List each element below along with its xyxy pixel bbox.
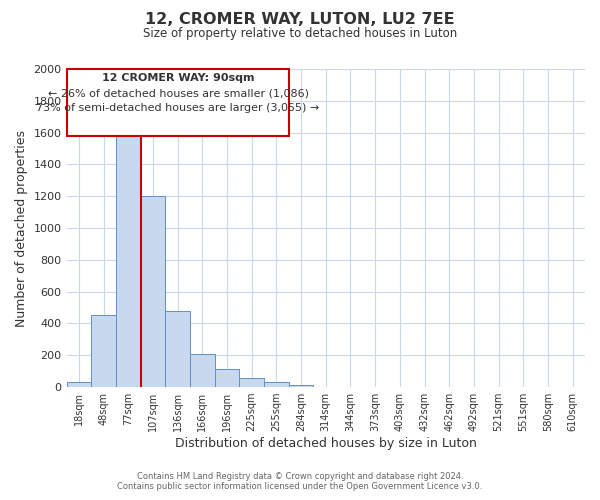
Bar: [165, 310, 190, 387]
Bar: [239, 378, 264, 387]
Bar: [289, 386, 313, 387]
Text: Size of property relative to detached houses in Luton: Size of property relative to detached ho…: [143, 28, 457, 40]
Text: Contains HM Land Registry data © Crown copyright and database right 2024.: Contains HM Land Registry data © Crown c…: [137, 472, 463, 481]
Bar: [190, 354, 215, 387]
Text: Contains public sector information licensed under the Open Government Licence v3: Contains public sector information licen…: [118, 482, 482, 491]
Bar: [140, 196, 165, 387]
Text: ← 26% of detached houses are smaller (1,086): ← 26% of detached houses are smaller (1,…: [47, 88, 308, 98]
Bar: [264, 382, 289, 387]
Y-axis label: Number of detached properties: Number of detached properties: [15, 130, 28, 326]
Bar: [91, 314, 116, 387]
Text: 12, CROMER WAY, LUTON, LU2 7EE: 12, CROMER WAY, LUTON, LU2 7EE: [145, 12, 455, 28]
Text: 73% of semi-detached houses are larger (3,055) →: 73% of semi-detached houses are larger (…: [37, 103, 320, 113]
Bar: [215, 369, 239, 387]
Text: 12 CROMER WAY: 90sqm: 12 CROMER WAY: 90sqm: [102, 73, 254, 83]
Bar: [67, 382, 91, 387]
X-axis label: Distribution of detached houses by size in Luton: Distribution of detached houses by size …: [175, 437, 477, 450]
Bar: [116, 132, 140, 387]
